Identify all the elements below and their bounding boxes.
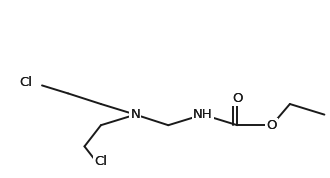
- Text: NH: NH: [193, 108, 213, 121]
- Text: O: O: [267, 119, 277, 132]
- Text: O: O: [267, 119, 277, 132]
- Text: N: N: [131, 108, 140, 121]
- Text: O: O: [232, 92, 243, 105]
- Text: Cl: Cl: [94, 155, 108, 168]
- Text: Cl: Cl: [19, 76, 32, 89]
- Text: N: N: [131, 108, 140, 121]
- Text: O: O: [232, 92, 243, 105]
- Text: Cl: Cl: [94, 155, 108, 168]
- Text: NH: NH: [193, 108, 213, 121]
- Text: Cl: Cl: [19, 76, 32, 89]
